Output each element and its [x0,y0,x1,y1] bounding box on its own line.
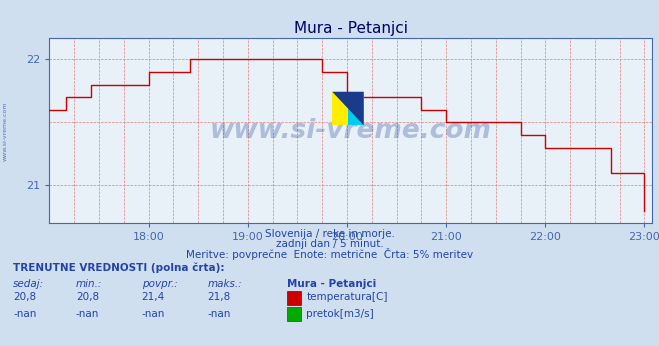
Text: 20,8: 20,8 [13,292,36,302]
Text: sedaj:: sedaj: [13,279,44,289]
Text: maks.:: maks.: [208,279,243,289]
Text: -nan: -nan [76,309,99,319]
Text: 21,4: 21,4 [142,292,165,302]
Text: povpr.:: povpr.: [142,279,177,289]
Text: Meritve: povprečne  Enote: metrične  Črta: 5% meritev: Meritve: povprečne Enote: metrične Črta:… [186,248,473,261]
Text: www.si-vreme.com: www.si-vreme.com [210,118,492,144]
Polygon shape [332,92,364,125]
Text: Slovenija / reke in morje.: Slovenija / reke in morje. [264,229,395,239]
Text: pretok[m3/s]: pretok[m3/s] [306,309,374,319]
Text: 21,8: 21,8 [208,292,231,302]
Text: TRENUTNE VREDNOSTI (polna črta):: TRENUTNE VREDNOSTI (polna črta): [13,263,225,273]
Text: -nan: -nan [142,309,165,319]
Text: www.si-vreme.com: www.si-vreme.com [3,102,8,161]
Text: Mura - Petanjci: Mura - Petanjci [287,279,376,289]
Bar [332,92,348,125]
Bar [348,92,364,125]
Text: -nan: -nan [208,309,231,319]
Text: min.:: min.: [76,279,102,289]
Text: 20,8: 20,8 [76,292,99,302]
Text: -nan: -nan [13,309,36,319]
Text: temperatura[C]: temperatura[C] [306,292,388,302]
Text: zadnji dan / 5 minut.: zadnji dan / 5 minut. [275,239,384,249]
Title: Mura - Petanjci: Mura - Petanjci [294,20,408,36]
